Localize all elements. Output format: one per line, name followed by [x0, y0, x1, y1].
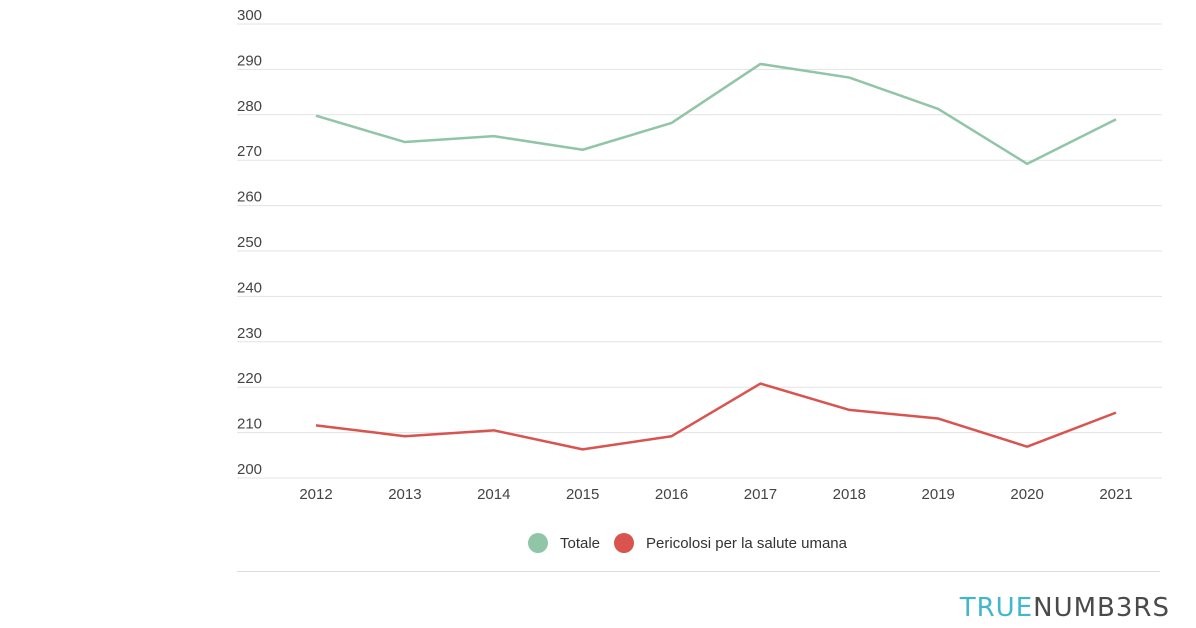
series-lines	[315, 62, 1117, 451]
x-tick-label: 2017	[744, 486, 777, 503]
y-tick-label: 250	[237, 234, 262, 251]
series-line-pericolosi[interactable]	[315, 382, 1117, 451]
y-tick-label: 210	[237, 416, 262, 433]
y-tick-label: 280	[237, 98, 262, 115]
legend-item-pericolosi[interactable]: Pericolosi per la salute umana	[614, 533, 847, 553]
legend-label-pericolosi: Pericolosi per la salute umana	[646, 534, 847, 552]
y-tick-label: 230	[237, 325, 262, 342]
x-axis-ticks: 2012 2013 2014 2015 2016 2017 2018 2019 2020 2021	[299, 486, 1132, 503]
legend: Totale Pericolosi per la salute umana	[528, 533, 861, 553]
x-tick-label: 2016	[655, 486, 688, 503]
y-tick-label: 240	[237, 279, 262, 296]
x-tick-label: 2012	[299, 486, 332, 503]
y-tick-label: 260	[237, 189, 262, 206]
footer-divider	[237, 571, 1160, 572]
brand-logo-part-b: NUMB3RS	[1033, 593, 1170, 623]
x-tick-label: 2021	[1099, 486, 1132, 503]
y-tick-label: 300	[237, 7, 262, 24]
y-tick-label: 200	[237, 461, 262, 478]
brand-logo-part-a: TRUE	[959, 593, 1034, 623]
x-tick-label: 2015	[566, 486, 599, 503]
y-tick-label: 220	[237, 370, 262, 387]
y-tick-label: 270	[237, 143, 262, 160]
x-tick-label: 2019	[922, 486, 955, 503]
x-tick-label: 2014	[477, 486, 510, 503]
y-tick-label: 290	[237, 52, 262, 69]
grid-lines	[237, 23, 1162, 479]
y-axis-ticks: 300 290 280 270 260 250 240 230 220 210 200	[237, 7, 262, 478]
x-tick-label: 2018	[833, 486, 866, 503]
legend-label-totale: Totale	[560, 534, 601, 552]
brand-logo: TRUENUMB3RS	[960, 593, 1170, 623]
x-tick-label: 2020	[1010, 486, 1043, 503]
legend-item-totale[interactable]: Totale	[528, 533, 600, 553]
series-line-totale[interactable]	[315, 62, 1117, 166]
x-tick-label: 2013	[388, 486, 421, 503]
legend-swatch-pericolosi	[614, 533, 635, 553]
legend-swatch-totale	[528, 533, 548, 553]
